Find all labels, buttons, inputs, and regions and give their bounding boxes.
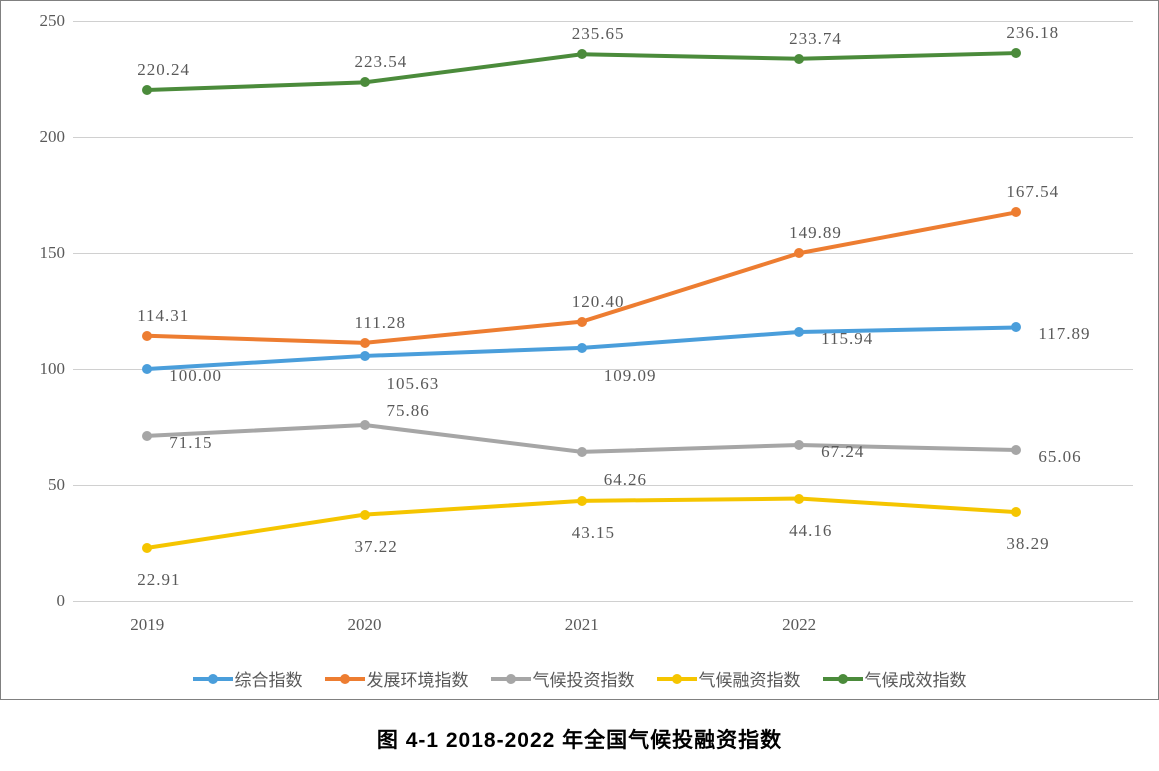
series-line: [73, 21, 1133, 601]
chart-caption: 图 4-1 2018-2022 年全国气候投融资指数: [0, 724, 1159, 754]
legend-item: 综合指数: [193, 666, 303, 691]
legend-swatch: [193, 672, 233, 686]
y-axis-tick: 100: [25, 359, 65, 379]
y-axis-tick: 250: [25, 11, 65, 31]
data-label: 220.24: [137, 60, 190, 80]
gridline: [73, 601, 1133, 602]
legend-swatch: [657, 672, 697, 686]
legend-swatch: [823, 672, 863, 686]
data-label: 236.18: [1006, 23, 1059, 43]
legend-swatch: [491, 672, 531, 686]
data-marker: [1011, 48, 1021, 58]
legend-item: 气候投资指数: [491, 666, 635, 691]
y-axis-tick: 150: [25, 243, 65, 263]
legend-label: 气候成效指数: [865, 666, 967, 691]
data-label: 223.54: [355, 52, 408, 72]
legend: 综合指数 发展环境指数 气候投资指数 气候融资指数 气候成效指数: [1, 666, 1158, 691]
y-axis-tick: 200: [25, 127, 65, 147]
x-axis-tick: 2019: [130, 615, 164, 635]
x-axis-tick: 2022: [782, 615, 816, 635]
legend-item: 气候成效指数: [823, 666, 967, 691]
data-marker: [794, 54, 804, 64]
legend-label: 发展环境指数: [367, 666, 469, 691]
legend-label: 气候融资指数: [699, 666, 801, 691]
plot-area: 0501001502002502019202020212022100.00105…: [73, 21, 1133, 601]
data-label: 233.74: [789, 29, 842, 49]
x-axis-tick: 2020: [348, 615, 382, 635]
legend-label: 综合指数: [235, 666, 303, 691]
legend-label: 气候投资指数: [533, 666, 635, 691]
legend-swatch: [325, 672, 365, 686]
y-axis-tick: 0: [25, 591, 65, 611]
data-marker: [142, 85, 152, 95]
chart-container: 0501001502002502019202020212022100.00105…: [0, 0, 1159, 700]
y-axis-tick: 50: [25, 475, 65, 495]
data-label: 235.65: [572, 24, 625, 44]
legend-item: 气候融资指数: [657, 666, 801, 691]
legend-item: 发展环境指数: [325, 666, 469, 691]
x-axis-tick: 2021: [565, 615, 599, 635]
data-marker: [577, 49, 587, 59]
data-marker: [360, 77, 370, 87]
